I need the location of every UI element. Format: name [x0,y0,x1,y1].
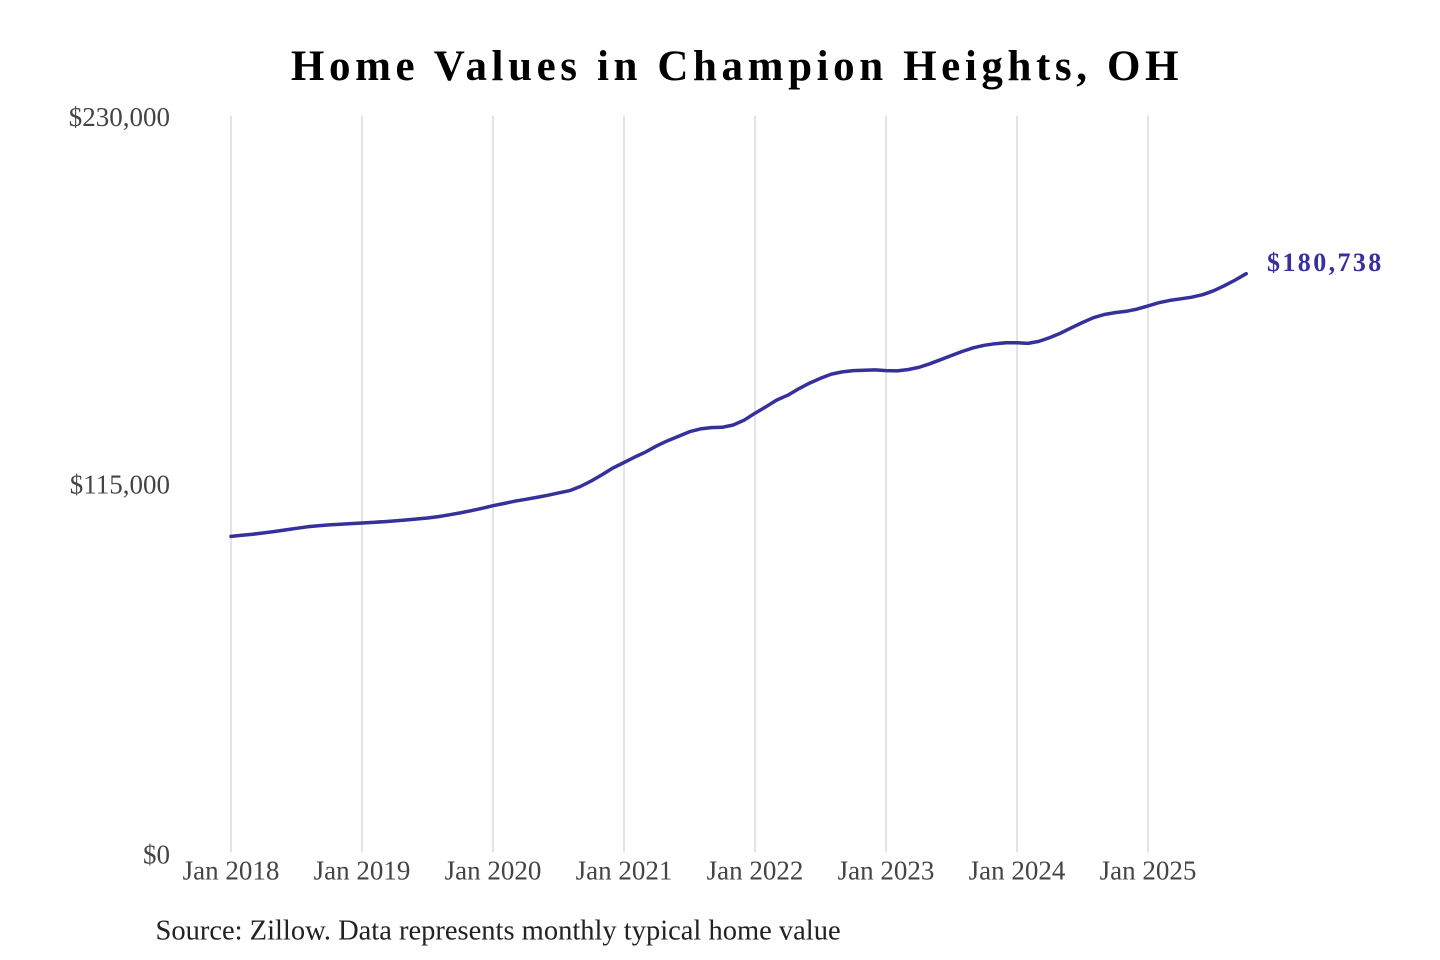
svg-text:Jan 2025: Jan 2025 [1100,856,1197,886]
svg-text:Jan 2021: Jan 2021 [576,856,673,886]
svg-text:$115,000: $115,000 [70,470,170,500]
svg-text:$180,738: $180,738 [1267,248,1384,277]
svg-text:Jan 2023: Jan 2023 [838,856,935,886]
svg-text:Home Values in Champion Height: Home Values in Champion Heights, OH [291,43,1183,90]
svg-text:Jan 2019: Jan 2019 [314,856,411,886]
svg-text:$230,000: $230,000 [69,102,170,132]
svg-text:Jan 2022: Jan 2022 [707,856,804,886]
svg-text:Jan 2024: Jan 2024 [969,856,1066,886]
svg-text:Source: Zillow. Data represent: Source: Zillow. Data represents monthly … [156,916,841,947]
svg-text:Jan 2020: Jan 2020 [445,856,542,886]
svg-text:Jan 2018: Jan 2018 [183,856,280,886]
svg-text:$0: $0 [143,840,170,870]
